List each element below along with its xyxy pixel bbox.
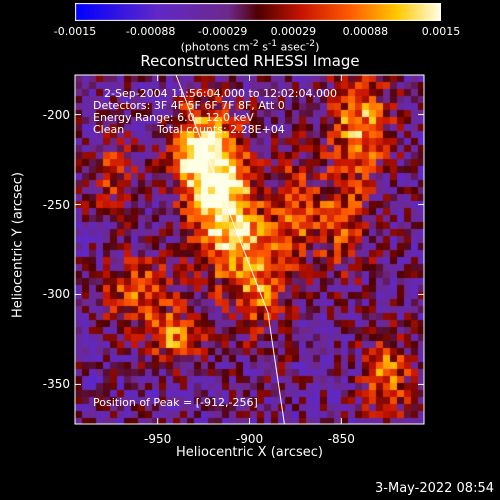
annotation-detectors: Detectors: 3F 4F 5F 6F 7F 8F, Att 0 — [93, 99, 285, 112]
date-stamp: 3-May-2022 08:54 — [375, 481, 494, 496]
colorbar — [75, 3, 441, 21]
y-tick-label: -300 — [42, 287, 70, 302]
y-tick-labels: -200 -250 -300 -350 — [0, 0, 72, 500]
x-tick-label: -850 — [327, 432, 355, 446]
x-tick-label: -900 — [235, 432, 264, 446]
y-tick-label: -200 — [42, 107, 70, 122]
heatmap-image — [75, 75, 424, 424]
x-axis-label: Heliocentric X (arcsec) — [176, 445, 323, 460]
x-tick-marks — [157, 75, 342, 424]
colorbar-tick-label: -0.00088 — [125, 25, 176, 38]
colorbar-tick-label: 0.00029 — [270, 25, 317, 38]
colorbar-unit-label: (photons cm-2 s-1 asec-2) — [180, 38, 320, 54]
annotation-time-range: 2-Sep-2004 11:56:04.000 to 12:02:04.000 — [104, 87, 337, 100]
y-tick-label: -350 — [42, 377, 70, 392]
colorbar-tick-label: 0.0015 — [421, 25, 461, 38]
annotation-energy: Energy Range: 6.0 - 12.0 keV — [93, 111, 254, 124]
colorbar-tick-label: -0.00029 — [197, 25, 248, 38]
limb-line — [175, 74, 285, 425]
colorbar-tick-label: -0.0015 — [53, 25, 97, 38]
annotation-method: Clean — [93, 123, 125, 136]
x-tick-label: -950 — [144, 432, 172, 446]
annotation-counts: Total counts: 2.28E+04 — [157, 123, 285, 136]
y-tick-label: -250 — [42, 197, 70, 212]
chart-title: Reconstructed RHESSI Image — [140, 52, 360, 70]
y-tick-marks — [75, 114, 424, 385]
colorbar-tick-label: 0.00088 — [342, 25, 389, 38]
annotation-peak: Position of Peak = [-912,-256] — [93, 396, 258, 409]
y-axis-label: Heliocentric Y (arcsec) — [10, 172, 26, 318]
x-tick-labels: -950 -900 -850 — [0, 432, 500, 446]
colorbar-tick-labels: -0.0015 -0.00088 -0.00029 0.00029 0.00088 0.0… — [54, 25, 460, 39]
